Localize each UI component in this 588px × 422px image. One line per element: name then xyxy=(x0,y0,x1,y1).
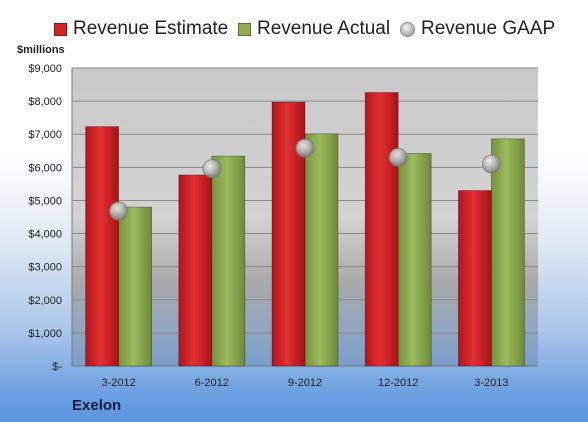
company-name: Exelon xyxy=(72,397,122,414)
x-tick-label: 9-2012 xyxy=(288,377,322,389)
legend-swatch-revenue-estimate xyxy=(54,22,67,36)
y-tick-label: $5,000 xyxy=(28,195,62,207)
y-tick-label: $8,000 xyxy=(28,96,62,108)
bar-revenue-actual xyxy=(118,206,152,367)
bar-revenue-actual xyxy=(490,138,525,367)
y-tick-label: $3,000 xyxy=(28,262,62,274)
x-tick-label: 3-2012 xyxy=(101,377,135,389)
point-revenue-gaap xyxy=(481,154,501,174)
bar-revenue-estimate xyxy=(271,101,306,367)
bar-revenue-estimate xyxy=(85,126,119,367)
x-tick-label: 6-2012 xyxy=(195,377,229,389)
bar-revenue-estimate xyxy=(364,92,399,367)
legend-label-revenue-actual: Revenue Actual xyxy=(257,18,391,39)
bar-revenue-actual xyxy=(211,155,246,367)
y-tick-label: $4,000 xyxy=(28,229,62,241)
x-tick-label: 3-2013 xyxy=(474,377,508,389)
bar-revenue-actual xyxy=(397,153,432,367)
legend-item-revenue-estimate: Revenue Estimate xyxy=(54,17,228,41)
bar-revenue-estimate xyxy=(178,174,213,367)
y-tick-label: $9,000 xyxy=(28,63,62,75)
legend-label-revenue-gaap: Revenue GAAP xyxy=(421,18,556,39)
y-tick-label: $6,000 xyxy=(28,162,62,174)
legend-swatch-revenue-actual xyxy=(238,22,251,36)
legend-item-revenue-actual: Revenue Actual xyxy=(238,17,390,41)
legend-label-revenue-estimate: Revenue Estimate xyxy=(73,18,229,39)
y-tick-label: $1,000 xyxy=(28,328,62,340)
legend-marker-revenue-gaap xyxy=(400,21,415,37)
point-revenue-gaap xyxy=(109,201,128,221)
bar-revenue-actual xyxy=(304,133,339,367)
legend-item-revenue-gaap: Revenue GAAP xyxy=(400,17,555,41)
y-axis-unit-label: $millions xyxy=(17,44,65,56)
point-revenue-gaap xyxy=(202,159,222,179)
point-revenue-gaap xyxy=(295,138,315,158)
x-tick-label: 12-2012 xyxy=(378,377,418,389)
y-tick-label: $7,000 xyxy=(28,129,62,141)
y-tick-label: $2,000 xyxy=(28,295,62,307)
bar-revenue-estimate xyxy=(457,190,492,367)
point-revenue-gaap xyxy=(388,147,408,167)
legend: Revenue Estimate Revenue Actual Revenue … xyxy=(0,17,588,41)
y-tick-label: $- xyxy=(52,361,62,373)
